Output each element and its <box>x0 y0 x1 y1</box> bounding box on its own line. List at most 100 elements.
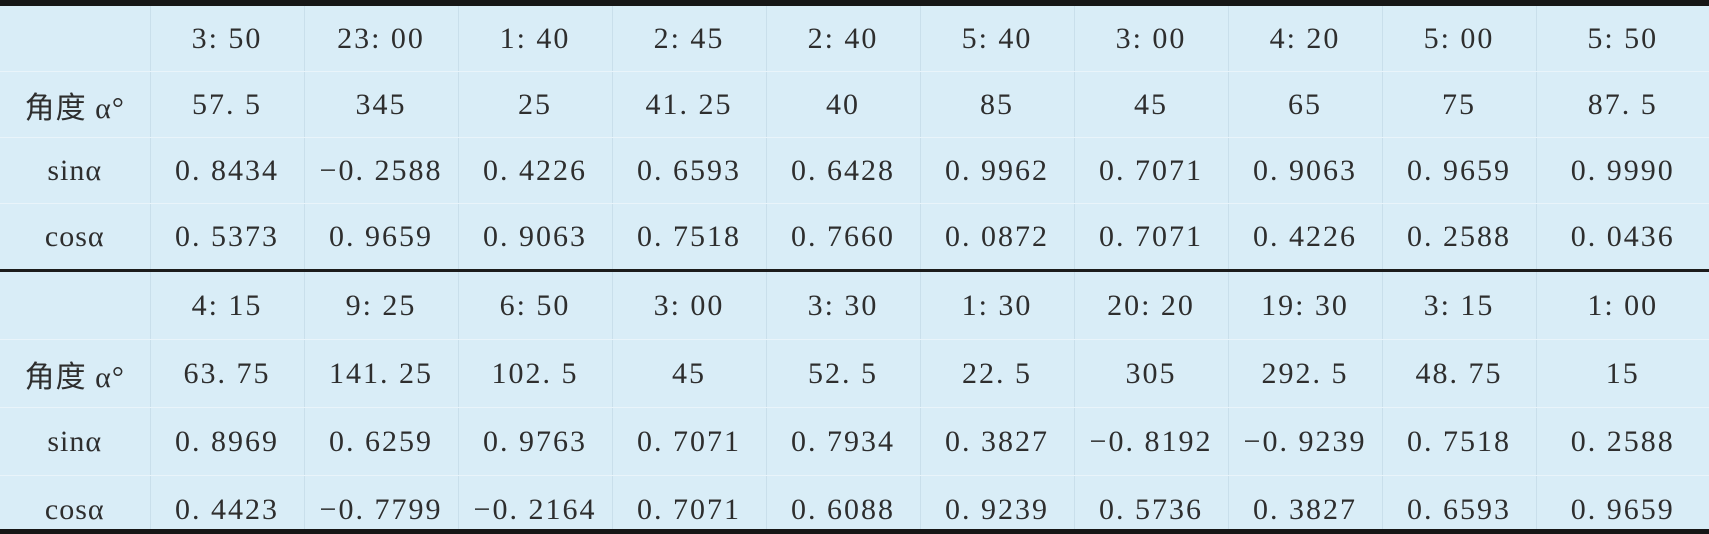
angle-cell: 75 <box>1382 71 1537 138</box>
time-cell: 9: 25 <box>304 272 459 340</box>
sin-cell: 0. 9659 <box>1382 137 1537 204</box>
sin-cell: 0. 9990 <box>1536 137 1709 204</box>
trig-table-top-section: 3: 50 23: 00 1: 40 2: 45 2: 40 5: 40 3: … <box>0 6 1709 269</box>
time-cell: 2: 45 <box>612 6 767 72</box>
cos-cell: 0. 0872 <box>920 203 1075 269</box>
time-cell: 5: 40 <box>920 6 1075 72</box>
time-row-label <box>0 6 151 72</box>
sin-cell: 0. 7934 <box>766 407 921 476</box>
cos-cell: 0. 5736 <box>1074 475 1229 529</box>
sin-row-label: sinα <box>0 137 151 204</box>
angle-cell: 48. 75 <box>1382 339 1537 408</box>
angle-cell: 102. 5 <box>458 339 613 408</box>
time-cell: 5: 00 <box>1382 6 1537 72</box>
sin-cell: −0. 8192 <box>1074 407 1229 476</box>
sin-cell: 0. 9962 <box>920 137 1075 204</box>
angle-cell: 57. 5 <box>150 71 305 138</box>
time-cell: 1: 30 <box>920 272 1075 340</box>
time-cell: 3: 00 <box>1074 6 1229 72</box>
angle-cell: 52. 5 <box>766 339 921 408</box>
time-row: 4: 15 9: 25 6: 50 3: 00 3: 30 1: 30 20: … <box>0 272 1709 340</box>
cos-cell: 0. 7660 <box>766 203 921 269</box>
sin-cell: 0. 6259 <box>304 407 459 476</box>
angle-row-label: 角度 α° <box>0 71 151 138</box>
time-cell: 3: 15 <box>1382 272 1537 340</box>
cos-cell: 0. 7518 <box>612 203 767 269</box>
cos-row: cosα 0. 5373 0. 9659 0. 9063 0. 7518 0. … <box>0 203 1709 269</box>
angle-cell: 141. 25 <box>304 339 459 408</box>
time-cell: 20: 20 <box>1074 272 1229 340</box>
time-row-label <box>0 272 151 340</box>
angle-cell: 22. 5 <box>920 339 1075 408</box>
sin-cell: −0. 9239 <box>1228 407 1383 476</box>
sin-cell: 0. 2588 <box>1536 407 1709 476</box>
cos-row-label: cosα <box>0 475 151 529</box>
time-cell: 2: 40 <box>766 6 921 72</box>
angle-cell: 65 <box>1228 71 1383 138</box>
sin-cell: 0. 7071 <box>612 407 767 476</box>
angle-row-label: 角度 α° <box>0 339 151 408</box>
time-cell: 3: 50 <box>150 6 305 72</box>
angle-cell: 15 <box>1536 339 1709 408</box>
time-cell: 3: 30 <box>766 272 921 340</box>
time-cell: 3: 00 <box>612 272 767 340</box>
cos-cell: 0. 6088 <box>766 475 921 529</box>
cos-cell: −0. 2164 <box>458 475 613 529</box>
section-divider-rule <box>0 269 1709 272</box>
sin-row: sinα 0. 8969 0. 6259 0. 9763 0. 7071 0. … <box>0 407 1709 476</box>
cos-cell: 0. 9659 <box>1570 492 1675 526</box>
cos-cell: 0. 9063 <box>458 203 613 269</box>
sin-cell: 0. 7071 <box>1074 137 1229 204</box>
trig-table-bottom-section: 4: 15 9: 25 6: 50 3: 00 3: 30 1: 30 20: … <box>0 272 1709 529</box>
time-cell: 4: 15 <box>150 272 305 340</box>
sin-cell: 0. 8969 <box>150 407 305 476</box>
angle-cell: 305 <box>1074 339 1229 408</box>
cos-cell: 0. 4423 <box>150 475 305 529</box>
sin-cell: −0. 2588 <box>304 137 459 204</box>
angle-cell: 45 <box>1074 71 1229 138</box>
cos-cell: 0. 9659 <box>304 203 459 269</box>
cos-cell: 0. 6593 <box>1382 475 1537 529</box>
angle-cell: 45 <box>612 339 767 408</box>
sin-cell: 0. 9063 <box>1228 137 1383 204</box>
cos-cell: 0. 9239 <box>920 475 1075 529</box>
sin-cell: 0. 3827 <box>920 407 1075 476</box>
cos-cell: 0. 5373 <box>150 203 305 269</box>
sin-cell: 0. 6428 <box>766 137 921 204</box>
sin-row-label: sinα <box>0 407 151 476</box>
time-cell: 23: 00 <box>304 6 459 72</box>
angle-cell: 87. 5 <box>1536 71 1709 138</box>
angle-cell: 85 <box>920 71 1075 138</box>
cos-cell: 0. 2588 <box>1382 203 1537 269</box>
angle-cell: 292. 5 <box>1228 339 1383 408</box>
sin-cell: 0. 9763 <box>458 407 613 476</box>
cos-cell: 0. 7071 <box>1074 203 1229 269</box>
angle-cell: 40 <box>766 71 921 138</box>
angle-cell: 41. 25 <box>612 71 767 138</box>
time-cell: 19: 30 <box>1228 272 1383 340</box>
angle-cell: 345 <box>304 71 459 138</box>
angle-cell: 63. 75 <box>150 339 305 408</box>
cos-cell: 0. 7071 <box>612 475 767 529</box>
sin-cell: 0. 7518 <box>1382 407 1537 476</box>
sin-cell: 0. 8434 <box>150 137 305 204</box>
angle-cell: 25 <box>458 71 613 138</box>
time-cell: 6: 50 <box>458 272 613 340</box>
time-cell: 4: 20 <box>1228 6 1383 72</box>
cos-cell: 0. 4226 <box>1228 203 1383 269</box>
cos-cell: 0. 0436 <box>1570 219 1675 253</box>
cos-cell: 0. 3827 <box>1228 475 1383 529</box>
cos-cell: −0. 7799 <box>304 475 459 529</box>
angle-row: 角度 α° 57. 5 345 25 41. 25 40 85 45 65 75… <box>0 71 1709 138</box>
sin-row: sinα 0. 8434 −0. 2588 0. 4226 0. 6593 0.… <box>0 137 1709 204</box>
sin-cell: 0. 4226 <box>458 137 613 204</box>
sin-cell: 0. 6593 <box>612 137 767 204</box>
time-cell: 1: 00 <box>1536 272 1709 340</box>
time-cell: 5: 50 <box>1536 6 1709 72</box>
cos-row: cosα 0. 4423 −0. 7799 −0. 2164 0. 7071 0… <box>0 475 1709 529</box>
time-cell: 1: 40 <box>458 6 613 72</box>
angle-row: 角度 α° 63. 75 141. 25 102. 5 45 52. 5 22.… <box>0 339 1709 408</box>
cos-row-label: cosα <box>0 203 151 269</box>
time-row: 3: 50 23: 00 1: 40 2: 45 2: 40 5: 40 3: … <box>0 6 1709 72</box>
